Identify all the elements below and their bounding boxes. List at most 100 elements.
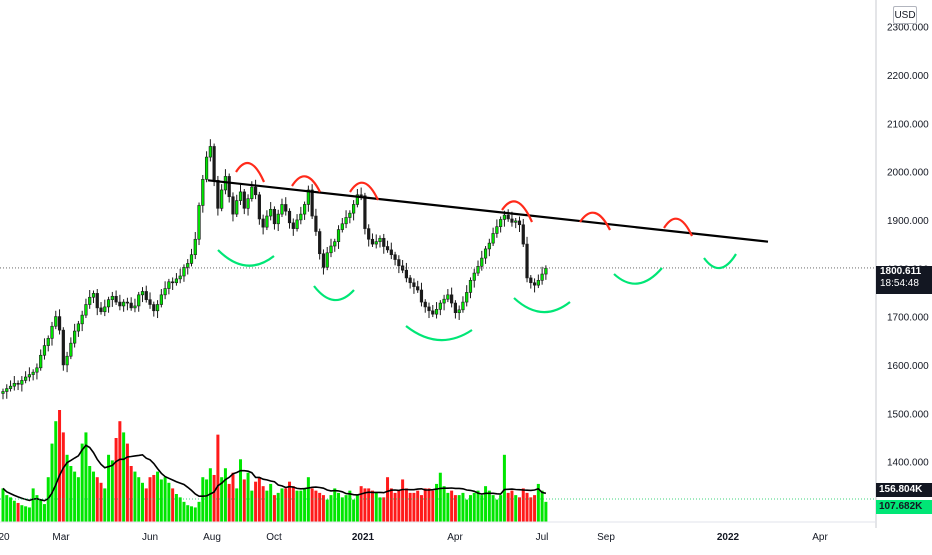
volume-bar xyxy=(295,490,299,522)
candle-body xyxy=(269,208,273,217)
volume-bar xyxy=(465,499,469,522)
candle-body xyxy=(423,301,427,308)
descending-trendline xyxy=(207,179,769,243)
candle-body xyxy=(453,302,458,314)
candle-body xyxy=(517,220,522,226)
resistance-arc xyxy=(579,211,611,231)
x-tick-label: 20 xyxy=(0,532,10,543)
volume-bar xyxy=(167,482,171,522)
candle-body xyxy=(174,278,179,284)
support-arc xyxy=(405,325,473,342)
candle-body xyxy=(246,198,250,209)
candle-body xyxy=(412,282,416,287)
volume-bar xyxy=(480,495,484,522)
volume-bar xyxy=(472,492,476,522)
volume-bar xyxy=(148,477,152,522)
support-arc xyxy=(703,253,737,270)
candle-body xyxy=(465,292,469,303)
volume-bar xyxy=(235,488,239,522)
volume-bar xyxy=(261,486,265,522)
volume-bar xyxy=(446,492,450,522)
candle-body xyxy=(287,210,292,224)
volume-bar xyxy=(389,488,393,522)
candle-body xyxy=(480,257,484,267)
volume-bar xyxy=(499,495,503,522)
x-tick-label: 2022 xyxy=(717,532,740,543)
candle-body xyxy=(367,228,371,240)
volume-bar xyxy=(61,432,65,522)
volume-bar xyxy=(50,443,54,522)
candle-body xyxy=(318,231,322,255)
volume-bar xyxy=(344,495,348,522)
volume-bar xyxy=(408,492,412,522)
candle-body xyxy=(80,314,84,325)
volume-bar xyxy=(502,454,506,522)
candle-body xyxy=(31,371,35,375)
volume-bar xyxy=(205,479,209,522)
volume-bar xyxy=(91,471,95,522)
candle-body xyxy=(201,179,205,206)
candle-body xyxy=(42,345,47,356)
candle-body xyxy=(27,374,31,378)
candle-body xyxy=(314,215,318,232)
volume-bar xyxy=(65,454,69,522)
candle-body xyxy=(363,195,367,229)
candle-body xyxy=(385,246,390,251)
volume-bar xyxy=(521,488,525,522)
volume-bar xyxy=(190,506,193,522)
volume-bar xyxy=(84,432,88,522)
volume-bar xyxy=(103,488,107,522)
volume-bar xyxy=(76,477,80,522)
volume-bar xyxy=(363,488,367,522)
candle-body xyxy=(536,280,540,286)
candle-body xyxy=(148,299,152,305)
candle-body xyxy=(336,229,341,242)
volume-bar xyxy=(337,492,341,522)
volume-bar xyxy=(427,488,431,522)
candle-body xyxy=(450,294,454,304)
candle-body xyxy=(250,186,254,199)
candle-body xyxy=(276,213,280,225)
y-tick-label: 2000.000 xyxy=(887,168,929,179)
candle-body xyxy=(434,309,439,315)
candle-body xyxy=(280,204,284,215)
resistance-arc xyxy=(235,162,266,183)
candle-body xyxy=(397,259,401,267)
candle-body xyxy=(61,329,65,366)
volume-bar xyxy=(491,495,495,522)
time-axis[interactable]: 20 Mar Jun Aug Oct 2021 Apr Jul Sep 2022 Apr xyxy=(0,532,828,543)
volume-bar xyxy=(495,499,499,522)
volume-bar xyxy=(378,497,382,522)
candle-body xyxy=(129,302,133,309)
last-price-label: 1800.611 xyxy=(880,266,922,277)
currency-button[interactable]: USD xyxy=(893,6,917,24)
candle-body xyxy=(178,275,182,280)
candle-body xyxy=(427,306,431,312)
candle-body xyxy=(472,272,476,281)
candle-body xyxy=(476,266,480,274)
candle-body xyxy=(544,267,548,275)
x-tick-label: Apr xyxy=(447,532,463,543)
resistance-arc xyxy=(663,217,693,237)
last-price-tag: 1800.611 18:54:48 xyxy=(876,266,932,294)
candle-body xyxy=(106,299,111,308)
candle-body xyxy=(404,269,408,279)
volume-bar xyxy=(58,410,62,522)
volume-bar xyxy=(88,466,92,522)
candle-body xyxy=(325,252,329,268)
volume-bar xyxy=(506,492,510,522)
candle-body xyxy=(144,291,148,300)
volume-ma-tag: 107.682K xyxy=(876,500,932,514)
volume-bar xyxy=(359,486,363,522)
volume-bar xyxy=(39,499,43,522)
candle-body xyxy=(39,354,43,369)
candle-body xyxy=(483,248,488,259)
volume-bar xyxy=(412,492,416,522)
candle-body xyxy=(8,385,13,389)
volume-bar xyxy=(487,490,491,522)
candle-body xyxy=(495,226,499,234)
volume-bar xyxy=(348,490,352,522)
volume-bar xyxy=(321,495,325,522)
candle-body xyxy=(76,323,80,332)
